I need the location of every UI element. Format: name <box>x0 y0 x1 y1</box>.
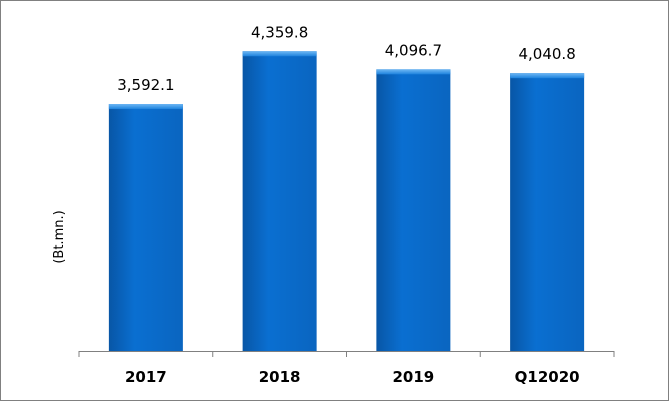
bar-q12020 <box>510 73 585 351</box>
bar-cap <box>108 104 183 110</box>
data-label: 4,096.7 <box>385 41 442 59</box>
bar-2017 <box>108 104 183 351</box>
bars-layer <box>108 51 585 352</box>
bar-2019 <box>376 69 451 352</box>
bar-cap <box>510 73 585 79</box>
data-label: 3,592.1 <box>117 76 174 94</box>
x-tick-label: 2018 <box>259 368 301 386</box>
x-tick-label: 2019 <box>393 368 435 386</box>
bar-cap <box>242 51 317 57</box>
x-tick-label: Q12020 <box>515 368 580 386</box>
bar-cap <box>376 69 451 75</box>
x-axis <box>78 351 615 357</box>
bar-2018 <box>242 51 317 352</box>
data-label: 4,359.8 <box>251 23 308 41</box>
labels-layer: 3,592.1 2017 4,359.8 2018 4,096.7 2019 4,040.8… <box>117 23 579 386</box>
x-tick-label: 2017 <box>125 368 167 386</box>
data-label: 4,040.8 <box>518 45 575 63</box>
y-axis-title: (Bt.mn.) <box>52 210 67 263</box>
